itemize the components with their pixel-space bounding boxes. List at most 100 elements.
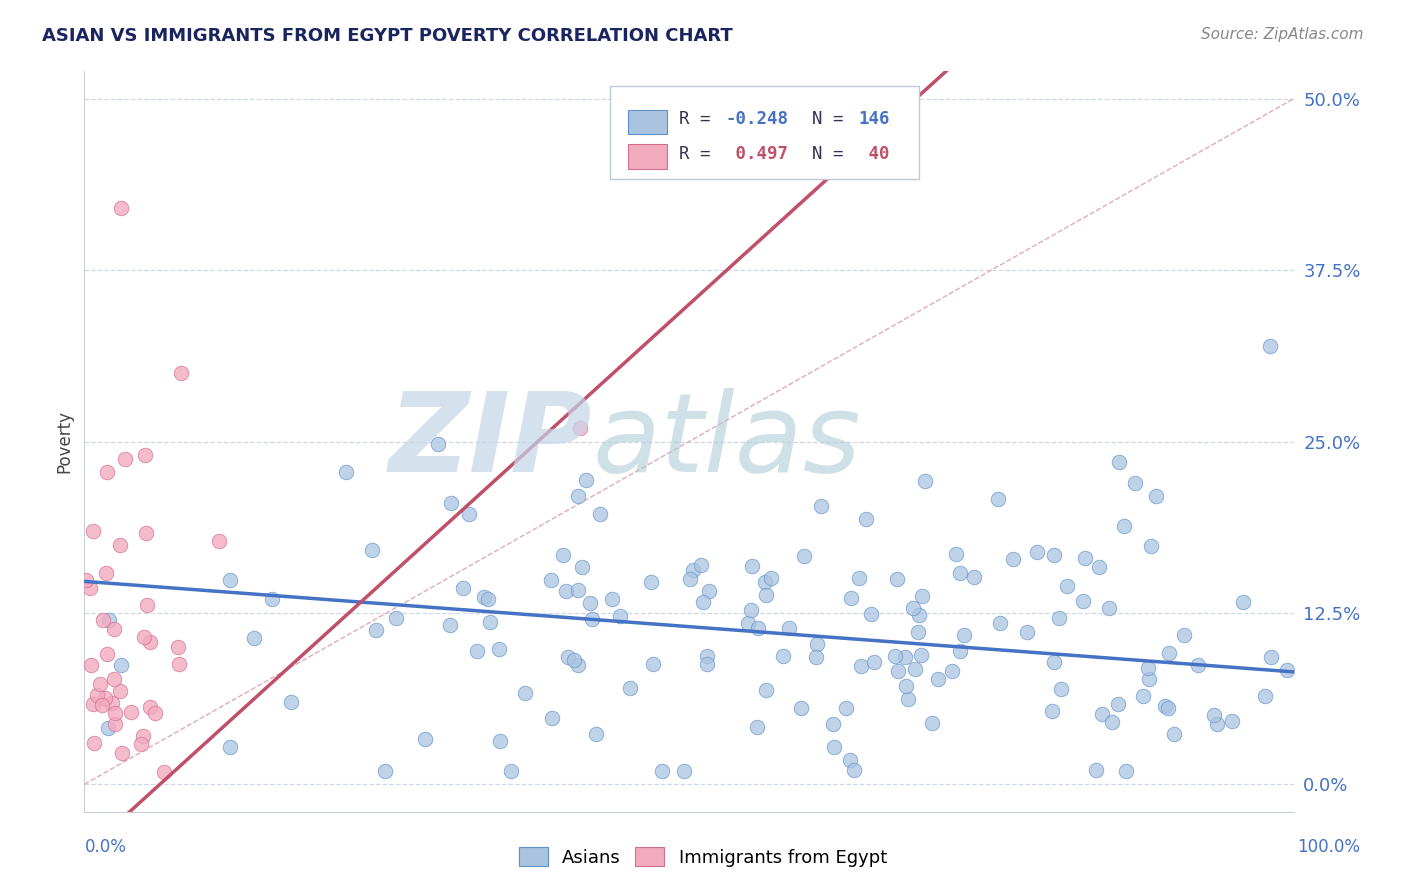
Point: [839, 591, 862, 605]
Y-axis label: Poverty: Poverty: [55, 410, 73, 473]
Point: [96, 465, 118, 479]
Point: [1043, 655, 1066, 669]
Point: [754, 574, 776, 589]
Text: R =: R =: [679, 111, 721, 128]
Point: [697, 584, 720, 599]
Point: [75, 573, 97, 587]
Point: [136, 599, 159, 613]
Point: [844, 763, 866, 777]
Point: [129, 737, 152, 751]
Point: [804, 649, 827, 664]
Point: [553, 549, 575, 563]
Point: [897, 692, 920, 706]
Point: [153, 764, 176, 779]
FancyBboxPatch shape: [628, 110, 668, 135]
Point: [134, 448, 156, 462]
Point: [364, 624, 387, 638]
Point: [79, 581, 101, 595]
Point: [575, 474, 598, 488]
Point: [679, 572, 702, 586]
Point: [1254, 690, 1277, 704]
Point: [453, 582, 475, 596]
Point: [579, 596, 602, 610]
Point: [97, 613, 120, 627]
Point: [903, 662, 925, 676]
Text: 100.0%: 100.0%: [1298, 838, 1360, 855]
Point: [138, 634, 160, 648]
Point: [619, 681, 641, 695]
Point: [772, 649, 794, 664]
Point: [465, 643, 488, 657]
Point: [262, 592, 284, 607]
Point: [745, 720, 768, 734]
Point: [1074, 551, 1097, 566]
Point: [987, 491, 1010, 506]
Point: [887, 664, 910, 678]
Point: [1056, 579, 1078, 593]
Point: [949, 566, 972, 581]
Point: [778, 620, 800, 634]
Point: [696, 657, 718, 672]
Point: [914, 474, 936, 488]
Point: [82, 524, 104, 538]
Point: [848, 571, 870, 585]
Point: [1220, 714, 1243, 728]
Point: [385, 611, 408, 625]
Point: [567, 658, 589, 673]
Point: [1136, 661, 1159, 675]
Point: [1140, 539, 1163, 553]
Point: [489, 733, 512, 747]
Point: [426, 437, 449, 451]
Point: [94, 690, 117, 705]
Point: [911, 589, 934, 603]
Point: [413, 732, 436, 747]
Point: [696, 649, 718, 664]
Point: [139, 699, 162, 714]
Point: [110, 202, 132, 216]
Point: [488, 642, 510, 657]
Point: [111, 746, 134, 760]
Text: ASIAN VS IMMIGRANTS FROM EGYPT POVERTY CORRELATION CHART: ASIAN VS IMMIGRANTS FROM EGYPT POVERTY C…: [42, 27, 733, 45]
Point: [838, 753, 860, 767]
Point: [894, 650, 917, 665]
Legend: Asians, Immigrants from Egypt: Asians, Immigrants from Egypt: [512, 840, 894, 874]
Point: [103, 672, 125, 686]
Point: [1071, 594, 1094, 608]
Point: [737, 615, 759, 630]
Point: [554, 584, 576, 599]
Point: [1163, 727, 1185, 741]
Point: [962, 570, 984, 584]
Text: atlas: atlas: [592, 388, 860, 495]
Point: [941, 664, 963, 678]
Point: [907, 624, 929, 639]
Point: [761, 571, 783, 585]
Point: [1232, 595, 1254, 609]
Point: [585, 727, 607, 741]
Point: [1098, 600, 1121, 615]
Point: [755, 682, 778, 697]
Point: [883, 649, 905, 664]
Point: [609, 609, 631, 624]
Point: [793, 549, 815, 563]
Point: [571, 560, 593, 574]
Text: 0.497: 0.497: [725, 145, 789, 163]
Point: [908, 608, 931, 623]
Point: [1115, 764, 1137, 778]
Point: [682, 563, 704, 577]
Point: [567, 583, 589, 598]
Text: ZIP: ZIP: [388, 388, 592, 495]
Point: [1107, 698, 1129, 712]
Point: [1260, 649, 1282, 664]
Point: [1047, 611, 1070, 625]
Point: [672, 764, 695, 778]
Point: [1112, 519, 1135, 533]
Point: [1275, 663, 1298, 677]
Text: N =: N =: [813, 145, 855, 163]
Point: [540, 574, 562, 588]
Point: [472, 590, 495, 604]
Point: [747, 621, 769, 635]
Point: [219, 574, 242, 588]
Point: [1026, 545, 1049, 559]
Point: [1137, 672, 1160, 686]
Point: [835, 701, 858, 715]
